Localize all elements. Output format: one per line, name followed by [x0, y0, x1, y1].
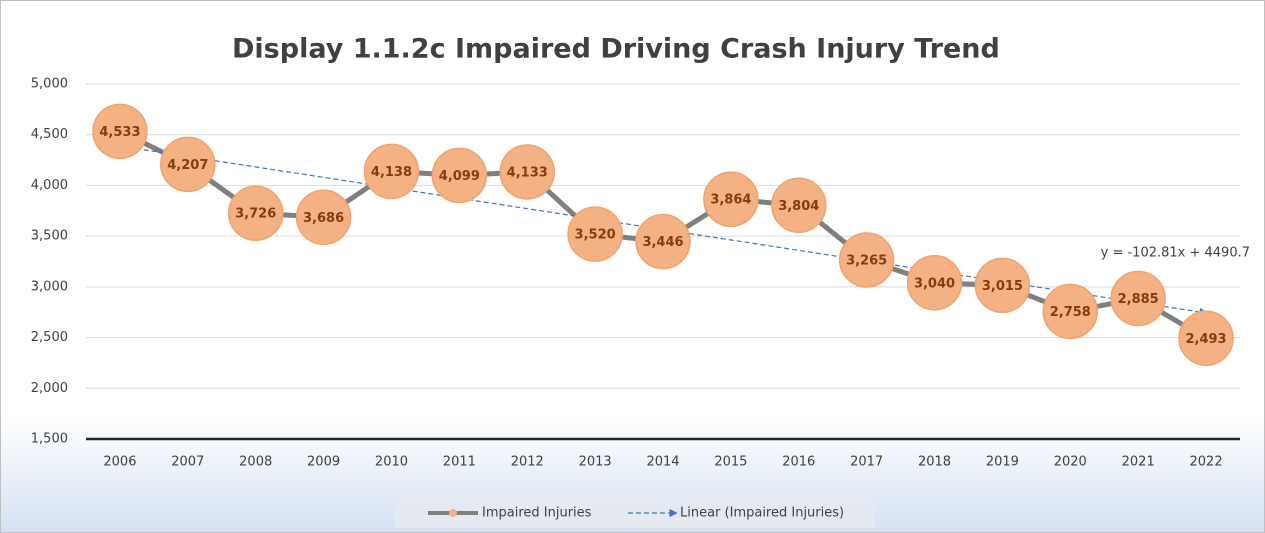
value-label: 4,138: [371, 165, 412, 180]
marker: [295, 189, 352, 246]
x-tick-label: 2019: [986, 455, 1019, 470]
x-tick-label: 2007: [171, 455, 204, 470]
value-label: 4,533: [99, 125, 140, 140]
marker: [1178, 310, 1234, 367]
x-tick-label: 2017: [850, 455, 883, 470]
marker: [227, 185, 284, 241]
marker: [363, 143, 420, 200]
y-tick-label: 3,500: [31, 229, 68, 244]
value-label: 4,133: [507, 165, 548, 180]
marker: [431, 147, 488, 204]
value-label: 3,040: [914, 276, 955, 291]
marker: [974, 257, 1031, 314]
marker: [160, 136, 216, 193]
x-tick-label: 2015: [714, 455, 747, 470]
y-tick-label: 1,500: [31, 432, 68, 447]
marker: [635, 213, 691, 270]
marker: [567, 206, 623, 262]
marker: [92, 103, 148, 160]
legend-label: Impaired Injuries: [482, 506, 592, 521]
marker: [499, 144, 555, 200]
value-label: 3,726: [235, 207, 276, 222]
y-tick-label: 4,500: [31, 127, 68, 142]
y-tick-label: 3,000: [31, 279, 68, 294]
value-label: 3,265: [846, 253, 887, 268]
marker: [771, 177, 827, 234]
x-tick-label: 2012: [511, 455, 544, 470]
trendline-equation: y = -102.81x + 4490.7: [1101, 246, 1250, 261]
value-label: 2,758: [1050, 305, 1091, 320]
marker: [906, 255, 963, 311]
x-tick-label: 2018: [918, 455, 951, 470]
value-label: 3,015: [982, 279, 1023, 294]
x-tick-label: 2016: [782, 455, 815, 470]
marker: [1110, 270, 1166, 327]
x-tick-label: 2014: [646, 455, 679, 470]
y-tick-label: 2,500: [31, 330, 68, 345]
value-label: 3,864: [710, 193, 751, 208]
value-label: 2,493: [1185, 332, 1226, 347]
value-label: 3,804: [778, 199, 819, 214]
marker: [703, 171, 759, 227]
x-tick-label: 2006: [103, 455, 136, 470]
x-tick-label: 2010: [375, 455, 408, 470]
x-tick-label: 2009: [307, 455, 340, 470]
y-tick-label: 5,000: [31, 77, 68, 92]
y-tick-label: 4,000: [31, 178, 68, 193]
value-label: 3,520: [575, 228, 616, 243]
value-label: 4,207: [167, 158, 208, 173]
x-tick-label: 2011: [443, 455, 476, 470]
value-label: 2,885: [1118, 292, 1159, 307]
x-tick-label: 2022: [1190, 455, 1223, 470]
value-label: 3,446: [642, 235, 683, 250]
value-label: 3,686: [303, 211, 344, 226]
chart-title: Display 1.1.2c Impaired Driving Crash In…: [232, 34, 1000, 65]
marker: [838, 232, 895, 288]
value-label: 4,099: [439, 169, 480, 184]
y-tick-label: 2,000: [31, 381, 68, 396]
marker: [1042, 283, 1099, 340]
x-tick-label: 2008: [239, 455, 272, 470]
legend-marker: [449, 509, 457, 517]
x-tick-label: 2020: [1054, 455, 1087, 470]
legend-label: Linear (Impaired Injuries): [680, 506, 844, 521]
x-tick-label: 2013: [579, 455, 612, 470]
x-tick-label: 2021: [1122, 455, 1155, 470]
